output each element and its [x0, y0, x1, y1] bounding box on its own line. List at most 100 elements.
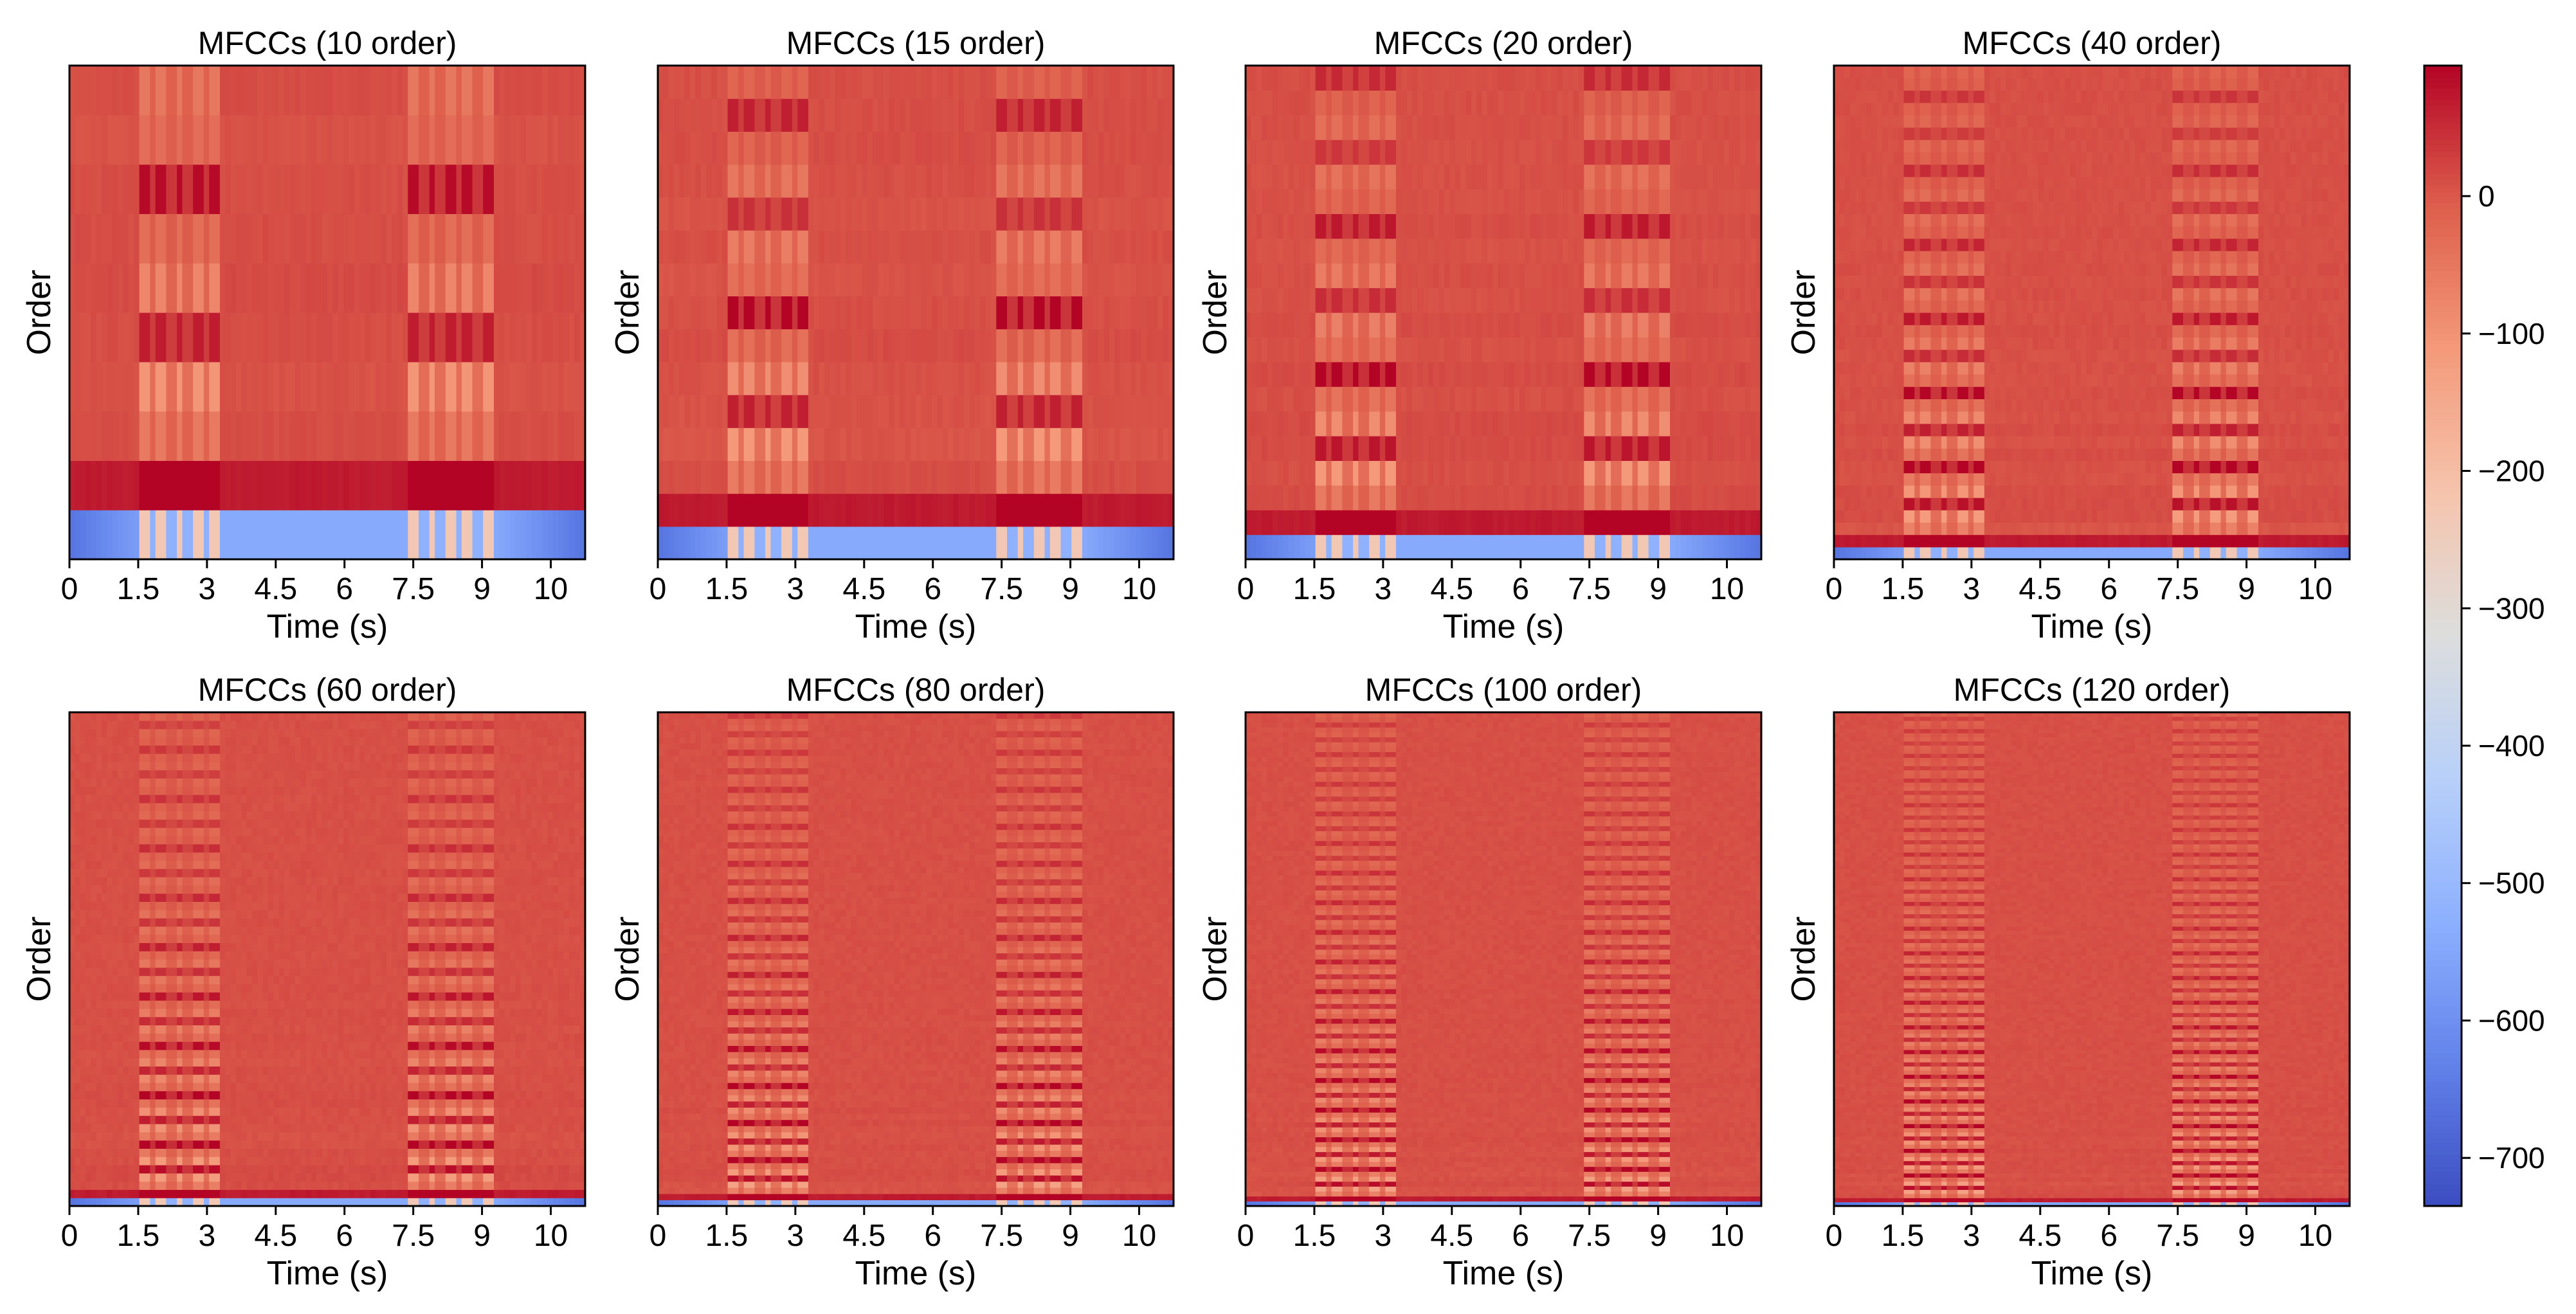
heatmap-cell [1363, 312, 1370, 338]
heatmap-cell [2247, 546, 2254, 559]
heatmap-cell [803, 131, 809, 165]
heatmap-cell [316, 460, 323, 510]
heatmap-cell [1541, 90, 1547, 116]
heatmap-cell [365, 361, 371, 412]
heatmap-cell [1152, 164, 1158, 198]
heatmap-cell [759, 66, 766, 99]
heatmap-cell [2269, 522, 2275, 536]
heatmap-cell [1444, 386, 1451, 412]
heatmap-cell [1584, 460, 1590, 486]
heatmap-cell [1039, 493, 1046, 527]
heatmap-cell [1750, 436, 1757, 461]
heatmap-cell [2027, 485, 2033, 498]
heatmap-cell [235, 164, 242, 214]
heatmap-cell [1530, 485, 1536, 510]
heatmap-cell [743, 428, 750, 461]
heatmap-cell [327, 213, 333, 264]
heatmap-cell [792, 395, 798, 428]
heatmap-cell [808, 131, 814, 165]
heatmap-cell [2274, 534, 2280, 548]
heatmap-cell [1627, 534, 1633, 559]
heatmap-cell [1476, 485, 1483, 510]
heatmap-cell [1925, 546, 1931, 559]
heatmap-cell [1914, 485, 1921, 498]
heatmap-cell [1039, 361, 1046, 395]
heatmap-cell [1519, 436, 1526, 461]
heatmap-cell [1114, 493, 1121, 527]
x-tick-label: 4.5 [254, 572, 297, 606]
heatmap-cell [1147, 131, 1153, 165]
heatmap-cell [932, 328, 938, 363]
heatmap-cell [2022, 522, 2028, 536]
heatmap-cell [305, 510, 312, 559]
heatmap-cell [990, 98, 997, 132]
heatmap-cell [370, 361, 376, 412]
heatmap-cell [209, 263, 215, 313]
heatmap-cell [1637, 189, 1644, 214]
heatmap-cell [155, 460, 161, 510]
heatmap-cell [1093, 460, 1099, 494]
heatmap-cell [980, 361, 986, 395]
heatmap-cell [1120, 493, 1126, 527]
heatmap-cell [1659, 287, 1665, 313]
heatmap-cell [1246, 337, 1251, 363]
heatmap-cell [899, 230, 905, 264]
heatmap-cell [1648, 312, 1655, 338]
heatmap-cell [1331, 386, 1338, 412]
heatmap-cell [96, 510, 102, 559]
heatmap-cell [1049, 428, 1056, 461]
heatmap-cell [743, 263, 750, 296]
heatmap-cell [1294, 114, 1300, 140]
heatmap-cell [1449, 140, 1456, 165]
heatmap-cell [1892, 498, 1899, 510]
heatmap-cell [658, 428, 664, 461]
heatmap-cell [732, 197, 739, 231]
heatmap-cell [1147, 526, 1153, 559]
heatmap-cell [542, 510, 549, 559]
heatmap-cell [1541, 485, 1547, 510]
heatmap-cell [1718, 386, 1725, 412]
heatmap-cell [1482, 238, 1488, 264]
heatmap-cell [942, 460, 948, 494]
y-axis-label: Order [21, 270, 58, 356]
heatmap-cell [679, 328, 685, 363]
heatmap-cell [1157, 328, 1163, 363]
heatmap-cell [1728, 411, 1735, 437]
heatmap-cell [558, 411, 565, 461]
heatmap-cell [1039, 460, 1046, 494]
heatmap-cell [1369, 90, 1375, 116]
x-axis-label: Time (s) [267, 608, 388, 645]
heatmap-cell [953, 493, 959, 527]
heatmap-cell [905, 197, 911, 231]
heatmap-cell [1076, 164, 1083, 198]
heatmap-cell [1114, 361, 1121, 395]
heatmap-cell [144, 66, 150, 116]
heatmap-cell [531, 411, 538, 461]
heatmap-cell [1680, 189, 1687, 214]
x-tick-label: 3 [787, 572, 804, 606]
heatmap-cell [2274, 485, 2280, 498]
heatmap-cell [1573, 411, 1579, 437]
heatmap-cell [2092, 522, 2098, 536]
heatmap-cell [1246, 66, 1251, 91]
heatmap-cell [1712, 312, 1719, 338]
heatmap-cell [2183, 546, 2189, 559]
heatmap-cell [937, 296, 943, 330]
heatmap-cell [166, 164, 172, 214]
heatmap-cell [102, 510, 108, 559]
heatmap-cell [2236, 485, 2243, 498]
heatmap-cell [2236, 546, 2243, 559]
heatmap-cell [1267, 436, 1273, 461]
heatmap-cell [663, 328, 669, 363]
x-tick-label: 4.5 [1430, 572, 1473, 606]
heatmap-cell [1669, 164, 1676, 190]
heatmap-cell [749, 164, 755, 198]
heatmap-cell [1536, 189, 1542, 214]
heatmap-cell [1930, 498, 1937, 510]
heatmap-cell [867, 66, 873, 99]
heatmap-cell [1750, 90, 1757, 116]
heatmap-cell [2161, 510, 2168, 523]
heatmap-cell [2339, 522, 2345, 536]
heatmap-cell [1103, 493, 1110, 527]
heatmap-cell [1755, 386, 1761, 412]
